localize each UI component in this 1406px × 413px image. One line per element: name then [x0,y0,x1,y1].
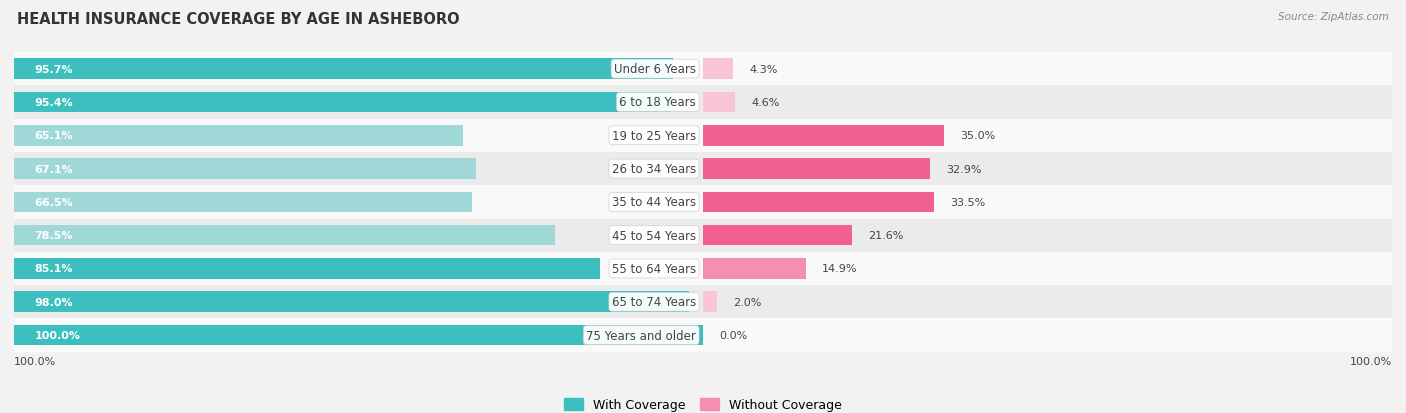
Bar [703,93,735,113]
Bar [14,53,1392,86]
Bar [14,225,555,246]
Text: 19 to 25 Years: 19 to 25 Years [612,129,696,142]
Bar [14,119,1392,152]
Text: 21.6%: 21.6% [869,230,904,241]
Bar [703,126,945,146]
Bar [703,259,806,279]
Text: 95.4%: 95.4% [35,98,73,108]
Text: HEALTH INSURANCE COVERAGE BY AGE IN ASHEBORO: HEALTH INSURANCE COVERAGE BY AGE IN ASHE… [17,12,460,27]
Text: 45 to 54 Years: 45 to 54 Years [612,229,696,242]
Bar [14,319,1392,352]
Bar [14,285,1392,319]
Text: 0.0%: 0.0% [720,330,748,340]
Text: 65.1%: 65.1% [35,131,73,141]
Text: 32.9%: 32.9% [946,164,981,174]
Bar [14,159,477,179]
Text: Under 6 Years: Under 6 Years [614,63,696,76]
Bar [14,152,1392,186]
Text: 6 to 18 Years: 6 to 18 Years [620,96,696,109]
Text: 100.0%: 100.0% [1350,356,1392,366]
Text: 35.0%: 35.0% [960,131,995,141]
Text: 33.5%: 33.5% [950,197,986,207]
Bar [14,252,1392,285]
Text: 26 to 34 Years: 26 to 34 Years [612,163,696,176]
Text: 85.1%: 85.1% [35,264,73,274]
Bar [703,192,934,213]
Text: 66.5%: 66.5% [35,197,73,207]
Bar [703,59,733,80]
Text: 78.5%: 78.5% [35,230,73,241]
Bar [14,192,472,213]
Bar [14,219,1392,252]
Bar [14,325,703,346]
Bar [14,259,600,279]
Bar [14,186,1392,219]
Bar [14,59,673,80]
Text: 75 Years and older: 75 Years and older [586,329,696,342]
Text: 100.0%: 100.0% [14,356,56,366]
Text: 35 to 44 Years: 35 to 44 Years [612,196,696,209]
Text: 98.0%: 98.0% [35,297,73,307]
Bar [14,126,463,146]
Bar [703,225,852,246]
Text: 14.9%: 14.9% [823,264,858,274]
Text: 55 to 64 Years: 55 to 64 Years [612,262,696,275]
Text: 4.3%: 4.3% [749,64,778,74]
Bar [14,86,1392,119]
Text: 65 to 74 Years: 65 to 74 Years [612,296,696,309]
Bar [14,292,689,312]
Bar [703,159,929,179]
Bar [14,93,671,113]
Text: 95.7%: 95.7% [35,64,73,74]
Text: 2.0%: 2.0% [734,297,762,307]
Text: 4.6%: 4.6% [751,98,779,108]
Text: 67.1%: 67.1% [35,164,73,174]
Legend: With Coverage, Without Coverage: With Coverage, Without Coverage [560,393,846,413]
Text: Source: ZipAtlas.com: Source: ZipAtlas.com [1278,12,1389,22]
Bar [703,292,717,312]
Text: 100.0%: 100.0% [35,330,80,340]
